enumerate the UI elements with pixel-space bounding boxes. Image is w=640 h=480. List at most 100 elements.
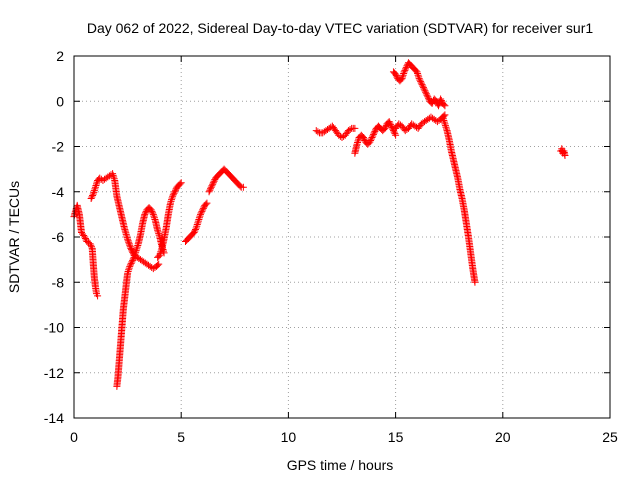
data-point (126, 243, 134, 251)
data-point (402, 63, 410, 71)
data-point (382, 123, 390, 131)
data-point (90, 187, 98, 195)
data-point (126, 241, 134, 249)
y-tick-label: 0 (56, 93, 64, 109)
data-point (424, 94, 432, 102)
data-point (196, 210, 204, 218)
data-point (207, 183, 215, 191)
data-point (381, 124, 389, 132)
data-point (424, 93, 432, 101)
data-point (194, 217, 202, 225)
data-point (168, 194, 176, 202)
data-point (422, 90, 430, 98)
data-point (387, 121, 395, 129)
data-point (371, 127, 379, 135)
data-point (109, 170, 117, 178)
data-point (414, 70, 422, 78)
data-point (399, 73, 407, 81)
data-point (398, 75, 406, 83)
data-point (387, 122, 395, 130)
data-point (419, 82, 427, 90)
data-point (132, 248, 140, 256)
data-point (198, 207, 206, 215)
data-point (207, 185, 215, 193)
data-point (369, 130, 377, 138)
data-point (129, 255, 137, 263)
data-point (154, 261, 162, 269)
data-point (124, 237, 132, 245)
data-point (110, 175, 118, 183)
data-point (440, 118, 448, 126)
data-point (125, 266, 133, 274)
data-point (391, 130, 399, 138)
data-point (156, 249, 164, 257)
data-point (176, 180, 184, 188)
data-point (157, 246, 165, 254)
data-point (441, 120, 449, 128)
data-point (385, 118, 393, 126)
data-point (150, 214, 158, 222)
grid-lines (74, 56, 610, 418)
data-point (439, 113, 447, 121)
data-point (193, 221, 201, 229)
data-point (440, 101, 448, 109)
data-point (415, 73, 423, 81)
data-point (171, 188, 179, 196)
data-point (196, 212, 204, 220)
data-point (81, 235, 89, 243)
data-point (195, 214, 203, 222)
data-point (413, 68, 421, 76)
data-point (148, 207, 156, 215)
data-point (129, 256, 137, 264)
data-point (155, 230, 163, 238)
data-point (370, 129, 378, 137)
data-point (402, 65, 410, 73)
data-point (400, 70, 408, 78)
data-point (110, 173, 118, 181)
data-point (141, 210, 149, 218)
data-point (314, 128, 322, 136)
data-point (209, 179, 217, 187)
data-point (125, 240, 133, 248)
data-point (442, 123, 450, 131)
data-point (91, 183, 99, 191)
y-tick-label: -2 (52, 139, 65, 155)
data-point (155, 231, 163, 239)
data-point (169, 191, 177, 199)
data-point (434, 102, 442, 110)
data-point (133, 243, 141, 251)
data-point (109, 171, 117, 179)
data-point (157, 248, 165, 256)
data-point (417, 78, 425, 86)
data-point (125, 238, 133, 246)
data-point (443, 125, 451, 133)
data-point (203, 199, 211, 207)
data-point (416, 76, 424, 84)
data-point (437, 95, 445, 103)
x-tick-label: 25 (602, 429, 618, 445)
data-point (149, 210, 157, 218)
data-point (400, 68, 408, 76)
data-point (89, 192, 97, 200)
data-point (368, 133, 376, 141)
data-point (81, 233, 89, 241)
y-tick-label: -14 (44, 410, 64, 426)
x-tick-label: 20 (495, 429, 511, 445)
data-point (205, 188, 213, 196)
data-point (132, 247, 140, 255)
data-point (126, 261, 134, 269)
data-point (131, 252, 139, 260)
x-tick-label: 15 (388, 429, 404, 445)
data-point (353, 140, 361, 148)
data-point (169, 192, 177, 200)
data-point (354, 139, 362, 147)
data-point (88, 193, 96, 201)
data-point (124, 268, 132, 276)
data-point (193, 222, 201, 230)
data-point (239, 183, 247, 191)
data-point (199, 204, 207, 212)
data-point (171, 186, 179, 194)
x-axis-title: GPS time / hours (287, 457, 394, 473)
data-point (206, 186, 214, 194)
